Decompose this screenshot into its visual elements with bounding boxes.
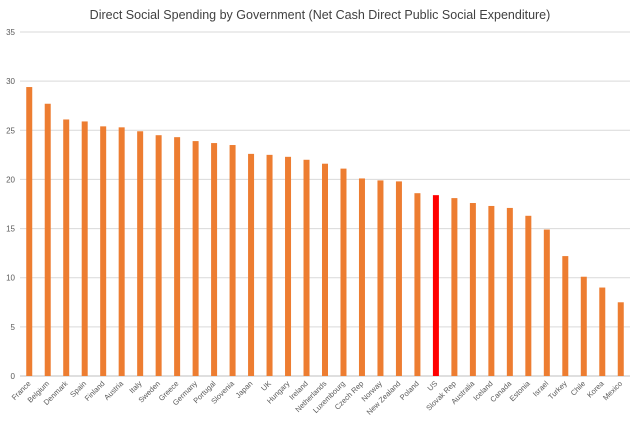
- bar-czech-rep: [358, 178, 365, 376]
- y-tick-label: 30: [6, 77, 15, 86]
- y-tick-label: 20: [6, 175, 15, 184]
- chart-title: Direct Social Spending by Government (Ne…: [89, 8, 551, 22]
- bar-austria: [118, 127, 125, 376]
- x-tick-label: Estonia: [508, 378, 533, 403]
- bar-chile: [580, 276, 587, 376]
- x-tick-label: Austria: [102, 378, 125, 401]
- bar-germany: [192, 141, 199, 376]
- y-tick-label: 25: [6, 126, 15, 135]
- bar-uk: [266, 154, 273, 376]
- bar-netherlands: [322, 163, 328, 376]
- bar-spain: [81, 121, 88, 376]
- bar-greece: [174, 137, 181, 376]
- x-tick-label: Japan: [234, 379, 255, 400]
- x-tick-label: Mexico: [601, 379, 624, 402]
- bar-portugal: [211, 143, 218, 376]
- x-tick-label: Finland: [83, 379, 107, 403]
- bar-italy: [137, 131, 144, 376]
- bar-luxembourg: [340, 168, 347, 376]
- bar-mexico: [617, 302, 624, 376]
- x-tick-label: Turkey: [546, 379, 569, 402]
- bar-estonia: [525, 215, 532, 376]
- x-tick-label: US: [426, 379, 440, 393]
- bar-finland: [100, 126, 107, 377]
- bar-slovak-rep: [451, 198, 458, 376]
- bar-slovenia: [229, 145, 236, 376]
- bar-poland: [414, 193, 421, 376]
- bar-canada: [506, 207, 513, 376]
- bar-us: [432, 195, 439, 376]
- y-tick-label: 15: [6, 225, 15, 234]
- bar-norway: [377, 180, 384, 376]
- x-tick-label: Chile: [569, 379, 587, 397]
- bar-iceland: [488, 205, 495, 376]
- bar-france: [26, 87, 33, 376]
- bar-turkey: [562, 256, 569, 376]
- bar-belgium: [44, 103, 51, 377]
- y-tick-label: 10: [6, 274, 15, 283]
- y-tick-label: 5: [11, 323, 16, 332]
- bar-israel: [543, 229, 550, 376]
- bar-sweden: [155, 135, 162, 376]
- bar-korea: [599, 287, 606, 376]
- bar-hungary: [285, 156, 292, 376]
- bar-new-zealand: [395, 181, 402, 376]
- x-tick-label: Poland: [398, 379, 421, 402]
- bar-japan: [248, 153, 255, 376]
- bar-ireland: [303, 159, 310, 376]
- bar-australia: [469, 203, 476, 376]
- y-tick-label: 0: [11, 372, 16, 381]
- bar-denmark: [63, 119, 70, 376]
- x-tick-label: UK: [259, 379, 273, 393]
- y-tick-label: 35: [6, 28, 15, 37]
